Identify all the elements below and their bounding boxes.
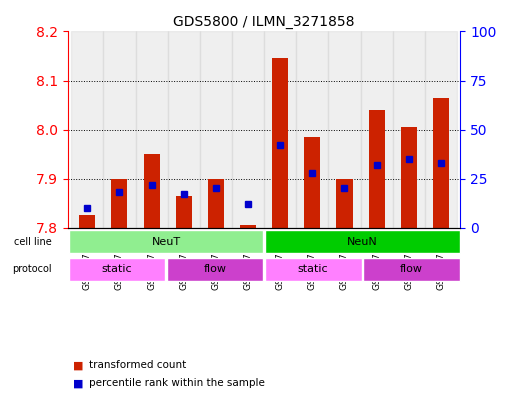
Bar [328, 31, 360, 228]
Bar [369, 110, 385, 228]
Bar [393, 31, 425, 228]
Text: ■: ■ [73, 378, 84, 388]
Bar [104, 31, 135, 228]
Title: GDS5800 / ILMN_3271858: GDS5800 / ILMN_3271858 [173, 15, 355, 29]
Bar [401, 127, 417, 228]
FancyBboxPatch shape [363, 257, 460, 281]
Bar [176, 196, 192, 228]
Bar [200, 31, 232, 228]
Bar [425, 31, 457, 228]
Bar [304, 137, 321, 228]
FancyBboxPatch shape [69, 230, 264, 253]
Text: cell line: cell line [14, 237, 52, 246]
Text: percentile rank within the sample: percentile rank within the sample [89, 378, 265, 388]
Bar [168, 31, 200, 228]
Bar [360, 31, 393, 228]
Bar [296, 31, 328, 228]
FancyBboxPatch shape [167, 257, 264, 281]
Bar [208, 179, 224, 228]
Bar [143, 154, 160, 228]
Bar [111, 179, 128, 228]
Bar [336, 179, 353, 228]
Bar [264, 31, 296, 228]
Bar [272, 59, 288, 228]
Text: flow: flow [400, 264, 423, 274]
Text: static: static [298, 264, 328, 274]
Bar [240, 225, 256, 228]
FancyBboxPatch shape [69, 257, 165, 281]
Bar [232, 31, 264, 228]
Text: protocol: protocol [12, 264, 52, 274]
FancyBboxPatch shape [265, 230, 460, 253]
Bar [135, 31, 168, 228]
Text: static: static [101, 264, 132, 274]
Text: NeuT: NeuT [152, 237, 180, 246]
FancyBboxPatch shape [265, 257, 361, 281]
Text: NeuN: NeuN [347, 237, 378, 246]
Bar [71, 31, 104, 228]
Text: transformed count: transformed count [89, 360, 186, 371]
Bar [79, 215, 95, 228]
Text: flow: flow [203, 264, 226, 274]
Bar [433, 98, 449, 228]
Text: ■: ■ [73, 360, 84, 371]
